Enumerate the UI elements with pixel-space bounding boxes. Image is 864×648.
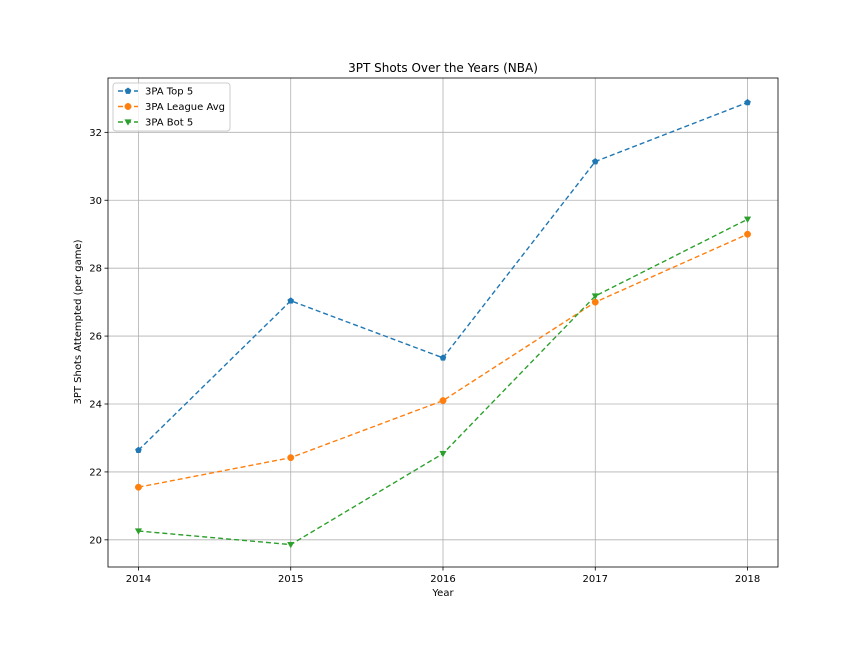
legend-frame <box>112 82 231 132</box>
data-point <box>287 297 295 304</box>
legend-marker <box>124 87 132 94</box>
x-axis-label: Year <box>431 588 454 599</box>
data-point <box>591 298 599 306</box>
y-tick-label: 30 <box>89 196 102 207</box>
data-point <box>591 293 599 300</box>
series-3pa-top-5 <box>135 98 751 454</box>
legend-label: 3PA Bot 5 <box>145 118 193 129</box>
data-point <box>439 397 447 404</box>
legend-label: 3PA Top 5 <box>145 87 193 98</box>
data-point <box>744 230 751 238</box>
data-point <box>287 541 295 549</box>
y-axis-label: 3PT Shots Attempted (per game) <box>73 239 84 404</box>
data-point <box>287 454 295 462</box>
series-layer <box>134 98 752 549</box>
x-axis: 2014 2015 2016 2017 2018 <box>126 567 760 585</box>
data-point <box>439 354 447 361</box>
y-axis: 20 22 24 26 28 30 32 <box>89 128 108 546</box>
x-tick-label: 2017 <box>583 574 608 585</box>
data-point <box>591 158 599 165</box>
y-tick-label: 24 <box>89 400 102 411</box>
legend-marker <box>124 103 132 110</box>
legend-entry: 3PA Top 5 <box>118 87 193 98</box>
data-point <box>134 528 143 535</box>
legend-marker <box>124 119 132 126</box>
data-point <box>744 98 751 106</box>
data-point <box>135 446 142 454</box>
chart-title: 3PT Shots Over the Years (NBA) <box>348 61 538 75</box>
data-point <box>439 450 447 458</box>
y-tick-label: 26 <box>89 332 102 343</box>
series-3pa-league-avg <box>135 230 751 491</box>
y-tick-label: 22 <box>89 467 102 478</box>
x-tick-label: 2015 <box>278 574 303 585</box>
legend: 3PA Top 5 3PA League Avg 3PA Bot 5 <box>112 82 231 132</box>
x-tick-label: 2014 <box>126 574 151 585</box>
legend-entry: 3PA Bot 5 <box>118 118 193 129</box>
y-tick-label: 28 <box>89 264 102 275</box>
legend-label: 3PA League Avg <box>145 102 225 113</box>
data-point <box>743 216 752 223</box>
series-line <box>138 233 748 488</box>
series-3pa-bot-5 <box>134 216 752 549</box>
x-tick-label: 2016 <box>430 574 455 585</box>
data-point <box>135 483 142 491</box>
legend-entry: 3PA League Avg <box>118 102 225 113</box>
x-tick-label: 2018 <box>735 574 760 585</box>
y-tick-label: 20 <box>89 535 102 546</box>
y-tick-label: 32 <box>89 128 102 139</box>
